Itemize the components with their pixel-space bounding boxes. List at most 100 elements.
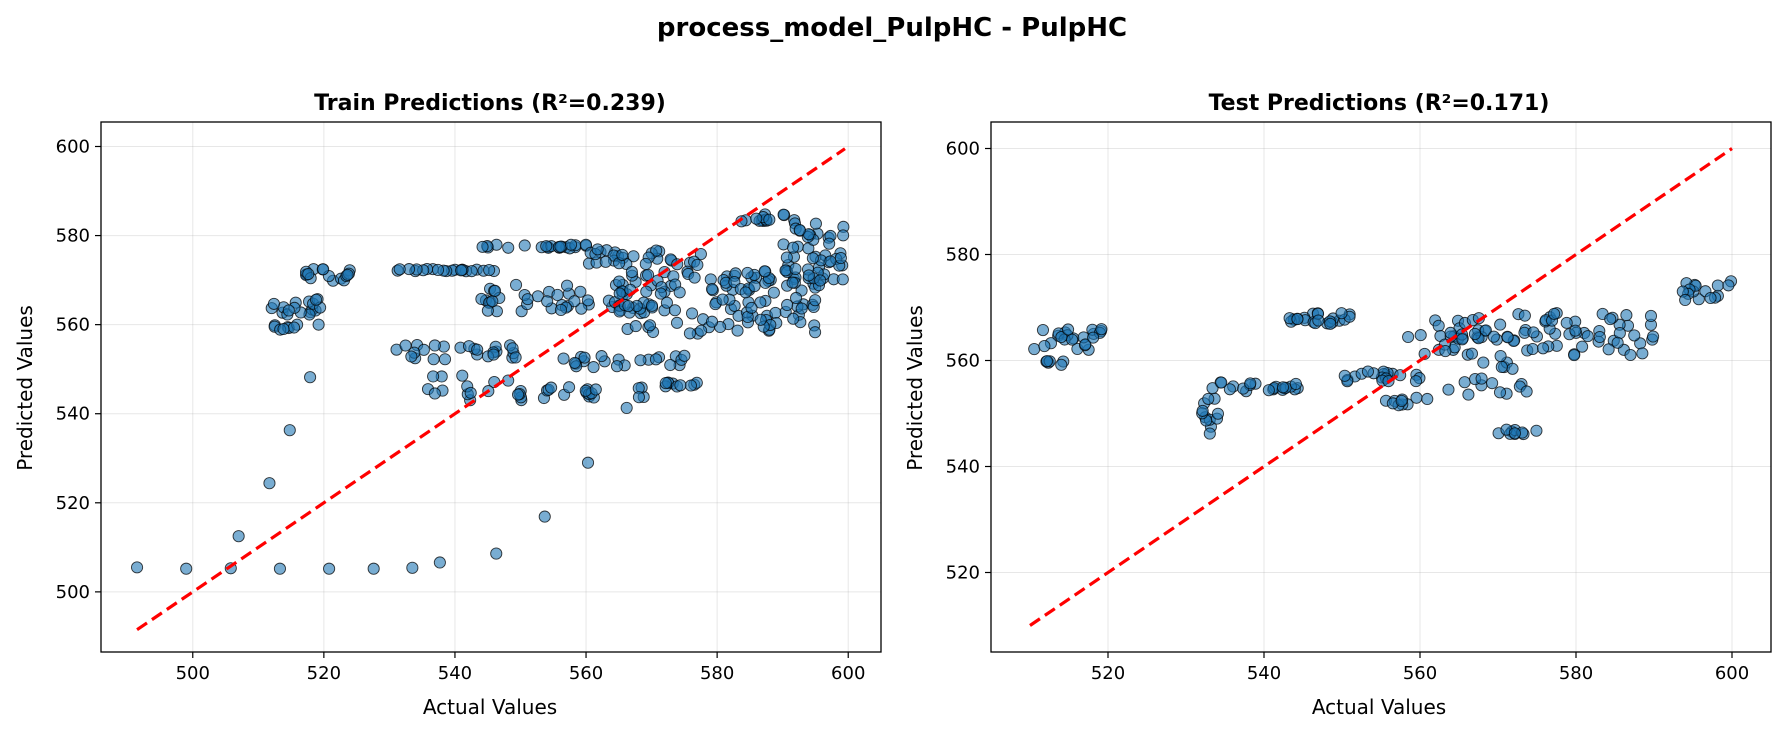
train-data-point	[595, 350, 608, 363]
train-y-tick-label: 560	[56, 315, 90, 336]
test-data-point	[1276, 381, 1290, 394]
train-data-point	[455, 264, 468, 277]
test-ticks: 520 540 560 580 600 520 540 560 580 600	[946, 139, 1750, 685]
train-data-point	[750, 212, 763, 225]
test-data-point	[1338, 369, 1351, 382]
train-data-point	[716, 293, 729, 306]
train-data-point	[399, 339, 412, 352]
train-data-point	[589, 383, 602, 396]
train-data-point	[304, 371, 317, 384]
train-data-point	[456, 369, 469, 382]
train-data-point	[616, 248, 629, 261]
test-data-point	[1602, 343, 1615, 356]
test-data-point	[1439, 345, 1452, 358]
test-data-point	[1527, 326, 1540, 339]
train-data-point	[578, 351, 591, 364]
train-y-axis-label: Predicted Values	[13, 305, 37, 471]
test-data-point	[1066, 333, 1079, 346]
train-data-point	[629, 320, 642, 333]
train-data-point	[287, 321, 301, 334]
test-data-point	[1487, 330, 1500, 343]
train-data-point	[367, 562, 380, 575]
train-data-point	[554, 240, 567, 253]
test-y-axis-label: Predicted Values	[903, 305, 927, 471]
train-data-point	[283, 424, 296, 437]
train-data-point	[642, 268, 655, 281]
train-x-tick-label: 540	[438, 663, 472, 684]
train-scatter-points	[131, 208, 850, 575]
test-data-point	[1477, 356, 1490, 369]
train-data-point	[670, 316, 684, 329]
train-data-point	[581, 294, 594, 307]
train-data-point	[809, 217, 822, 230]
train-data-point	[634, 354, 647, 367]
train-data-point	[789, 262, 802, 275]
train-data-point	[741, 266, 754, 279]
train-data-point	[654, 287, 667, 300]
train-data-point	[277, 322, 290, 336]
test-data-point	[1581, 330, 1594, 343]
train-data-point	[786, 276, 799, 289]
test-data-point	[1291, 313, 1304, 326]
train-data-point	[632, 391, 645, 404]
test-predictions-panel: Test Predictions (R²=0.171) Actual Value…	[903, 91, 1772, 719]
test-data-point	[1202, 392, 1215, 405]
test-data-point	[1335, 307, 1348, 320]
test-data-point	[1465, 347, 1479, 360]
train-data-point	[691, 258, 704, 271]
test-axes-frame	[990, 121, 1772, 653]
test-data-point	[1636, 347, 1649, 360]
train-data-point	[574, 285, 587, 298]
train-data-point	[565, 238, 578, 251]
train-y-tick-label: 520	[56, 493, 90, 514]
test-data-point	[1644, 309, 1658, 323]
test-data-point	[1055, 358, 1068, 371]
test-data-point	[1593, 330, 1606, 344]
train-data-point	[754, 313, 767, 326]
train-data-point	[464, 386, 477, 399]
train-x-tick-label: 580	[700, 663, 734, 684]
train-data-point	[540, 240, 553, 253]
train-data-point	[748, 280, 761, 293]
test-data-point	[1215, 376, 1228, 389]
test-data-point	[1526, 342, 1539, 356]
test-data-point	[1036, 323, 1050, 337]
test-data-point	[1038, 340, 1051, 353]
test-y-tick-label: 600	[946, 139, 980, 160]
train-data-point	[660, 296, 673, 309]
train-y-tick-label: 540	[56, 404, 90, 425]
train-data-point	[317, 263, 330, 276]
test-x-tick-label: 600	[1715, 663, 1749, 684]
train-data-point	[438, 353, 452, 366]
test-data-point	[1062, 323, 1075, 336]
train-data-point	[433, 556, 446, 569]
test-data-point	[1402, 330, 1415, 344]
figure-suptitle: process_model_PulpHC - PulpHC	[657, 13, 1127, 43]
train-data-point	[705, 315, 719, 328]
train-data-point	[806, 252, 819, 265]
test-reference-line	[1029, 147, 1733, 627]
train-data-point	[758, 265, 771, 278]
test-x-tick-label: 560	[1403, 663, 1437, 684]
test-data-point	[1506, 362, 1519, 375]
train-data-point	[428, 339, 441, 352]
test-data-point	[1518, 309, 1531, 322]
train-data-point	[824, 255, 837, 268]
train-data-point	[502, 241, 515, 254]
test-data-point	[1312, 314, 1325, 327]
test-data-point	[1087, 331, 1100, 344]
train-x-tick-label: 560	[569, 663, 603, 684]
train-data-point	[823, 237, 836, 250]
train-data-point	[476, 240, 489, 253]
train-y-tick-label: 580	[56, 226, 90, 247]
train-data-point	[779, 264, 792, 277]
test-data-point	[1624, 348, 1637, 362]
train-data-point	[545, 381, 558, 394]
test-data-point	[1647, 330, 1660, 343]
test-data-point	[1244, 377, 1257, 390]
train-data-point	[512, 388, 525, 401]
train-data-point	[405, 350, 418, 363]
train-data-point	[579, 384, 592, 397]
train-data-point	[393, 263, 406, 276]
